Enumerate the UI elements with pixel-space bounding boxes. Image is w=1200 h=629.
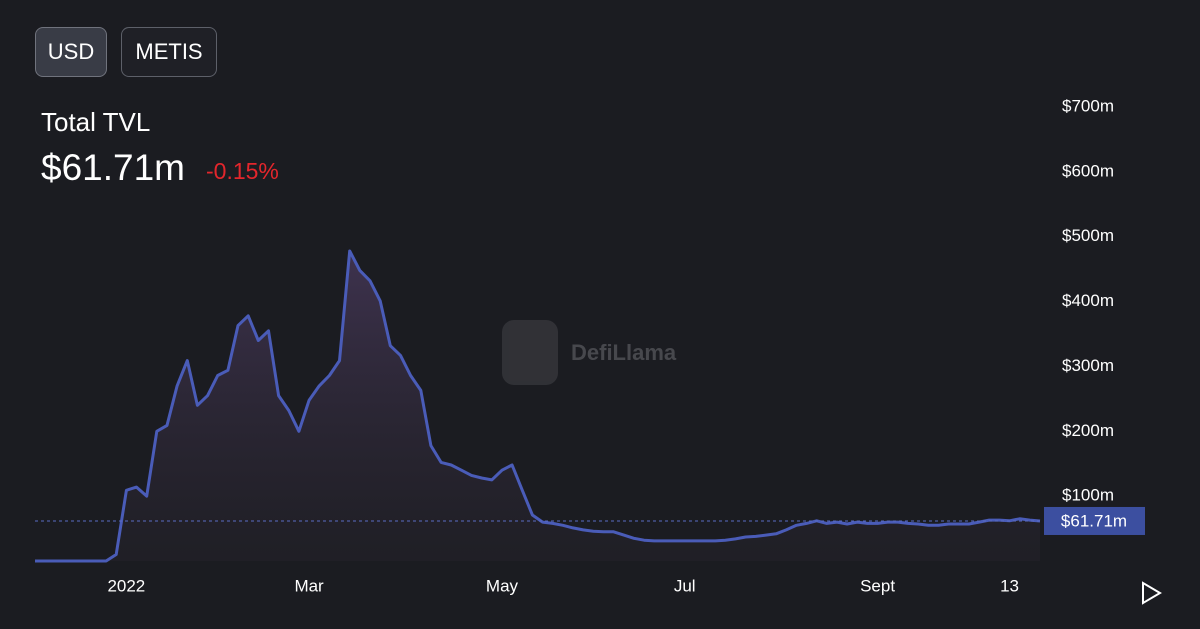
area-fill	[35, 251, 1040, 561]
x-tick-label: 13	[1000, 576, 1019, 595]
x-tick-label: May	[486, 576, 519, 595]
y-tick-label: $200m	[1062, 421, 1114, 440]
chart-title: Total TVL	[41, 107, 150, 137]
current-badge	[1044, 506, 1145, 535]
y-tick-label: $400m	[1062, 291, 1114, 310]
tvl-line	[35, 249, 1041, 563]
x-tick-label: Jul	[674, 576, 696, 595]
y-tick-label: $100m	[1062, 486, 1114, 505]
y-tick-label: $600m	[1062, 161, 1114, 180]
change: -0.15%	[206, 158, 279, 184]
watermark-text: DefiLlama	[571, 340, 677, 365]
usd-button[interactable]: USD	[35, 27, 107, 77]
y-tick-label: $300m	[1062, 356, 1114, 375]
y-tick-label: $500m	[1062, 226, 1114, 245]
metis-button[interactable]: METIS	[121, 27, 217, 77]
x-tick-label: Mar	[294, 576, 324, 595]
play-button[interactable]	[1142, 581, 1162, 605]
x-tick-label: Sept	[860, 576, 895, 595]
current-value: $61.71m	[41, 147, 185, 188]
x-tick-label: 2022	[107, 576, 145, 595]
current-label: $61.71m	[1061, 511, 1127, 530]
y-tick-label: $700m	[1062, 96, 1114, 115]
watermark: DefiLlama	[502, 320, 677, 385]
